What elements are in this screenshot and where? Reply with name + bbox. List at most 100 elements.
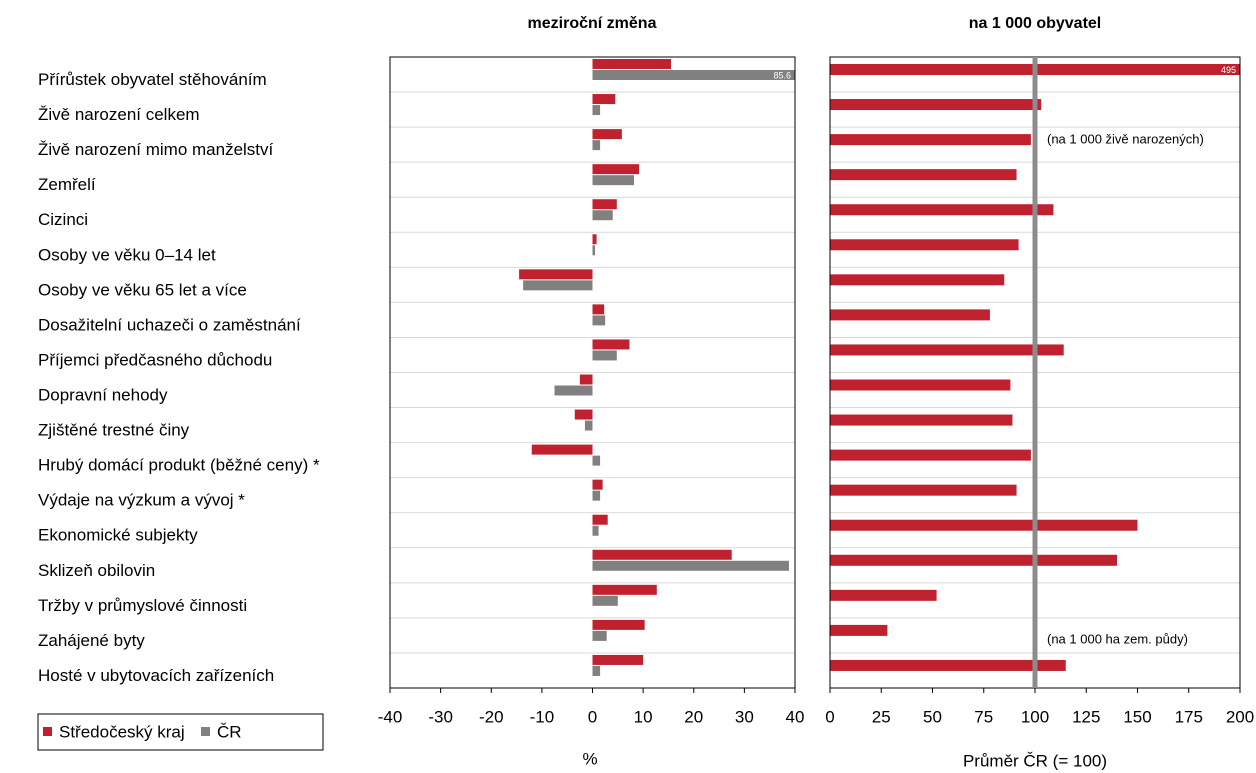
bar <box>592 175 635 186</box>
bar <box>830 99 1042 111</box>
legend-swatch <box>43 727 52 736</box>
bar <box>830 169 1017 181</box>
bar <box>574 409 593 420</box>
bar <box>592 94 616 105</box>
x-tick-label: 125 <box>1072 707 1100 726</box>
bar <box>579 374 593 385</box>
bar <box>830 519 1138 531</box>
chart-title: na 1 000 obyvatel <box>969 15 1102 32</box>
category-label: Hosté v ubytovacích zařízeních <box>38 666 274 685</box>
category-label: Dopravní nehody <box>38 386 168 405</box>
category-label: Sklizeň obilovin <box>38 561 155 580</box>
category-label: Živě narození mimo manželství <box>38 140 274 159</box>
bar <box>830 659 1066 671</box>
bar <box>592 105 601 116</box>
category-label: Dosažitelní uchazeči o zaměstnání <box>38 315 301 334</box>
x-tick-label: -40 <box>378 707 403 726</box>
x-tick-label: 25 <box>872 707 891 726</box>
category-label: Přírůstek obyvatel stěhováním <box>38 70 267 89</box>
category-label: Příjemci předčasného důchodu <box>38 350 272 369</box>
bar <box>830 344 1064 356</box>
bar <box>592 350 617 361</box>
bar <box>592 595 618 606</box>
annotation: (na 1 000 ha zem. půdy) <box>1047 631 1188 646</box>
bar <box>592 549 732 560</box>
x-tick-label: -10 <box>530 707 555 726</box>
bar <box>830 554 1117 566</box>
bar <box>592 199 617 210</box>
x-tick-label: 100 <box>1021 707 1049 726</box>
bar <box>592 59 671 69</box>
x-tick-label: 75 <box>974 707 993 726</box>
bar <box>592 129 622 140</box>
x-tick-label: 0 <box>588 707 597 726</box>
x-tick-label: 30 <box>735 707 754 726</box>
bar <box>592 619 645 630</box>
bar <box>830 624 888 636</box>
bar <box>830 484 1017 496</box>
category-label: Osoby ve věku 0–14 let <box>38 245 216 264</box>
bar <box>830 309 990 321</box>
x-axis-label: Průměr ČR (= 100) <box>963 751 1107 770</box>
bar <box>830 64 1240 75</box>
legend-box <box>37 713 324 751</box>
bar <box>519 269 593 280</box>
x-tick-label: 175 <box>1175 707 1203 726</box>
bar <box>592 70 795 80</box>
bar <box>592 455 601 466</box>
annotation: (na 1 000 živě narozených) <box>1047 131 1204 146</box>
bar <box>592 304 605 315</box>
x-tick-label: 150 <box>1123 707 1151 726</box>
bar <box>592 339 630 350</box>
x-tick-label: 200 <box>1226 707 1254 726</box>
bar <box>830 414 1013 426</box>
bar <box>592 665 601 676</box>
bar <box>830 589 937 601</box>
category-label: Hrubý domácí produkt (běžné ceny) * <box>38 456 320 475</box>
x-tick-label: 10 <box>634 707 653 726</box>
bar <box>554 385 593 396</box>
category-label: Zjištěné trestné činy <box>38 421 190 440</box>
category-label: Zahájené byty <box>38 631 145 650</box>
bar <box>592 234 597 245</box>
bar <box>830 239 1019 251</box>
category-label: Ekonomické subjekty <box>38 526 198 545</box>
bar <box>592 514 608 525</box>
bar <box>592 654 644 665</box>
bar <box>523 280 593 291</box>
bar <box>592 490 601 501</box>
bar <box>592 584 657 595</box>
bar <box>592 479 603 490</box>
bar <box>830 274 1005 286</box>
bar <box>830 204 1054 216</box>
legend-label: Středočeský kraj <box>59 722 185 741</box>
legend-label: ČR <box>217 722 242 741</box>
value-label: 85.6 <box>773 70 791 80</box>
x-axis-label: % <box>582 749 597 768</box>
category-label: Zemřelí <box>38 175 96 194</box>
x-tick-label: 0 <box>825 707 834 726</box>
category-label: Výdaje na výzkum a vývoj * <box>38 491 245 510</box>
bar <box>592 315 606 326</box>
bar <box>531 444 593 455</box>
x-tick-label: 40 <box>786 707 805 726</box>
x-tick-label: 20 <box>684 707 703 726</box>
bar <box>830 379 1011 391</box>
legend-swatch <box>201 727 210 736</box>
x-tick-label: -20 <box>479 707 504 726</box>
x-tick-label: 50 <box>923 707 942 726</box>
bar <box>592 245 596 256</box>
value-label: 495 <box>1221 65 1236 75</box>
bar <box>830 134 1031 146</box>
category-label: Živě narození celkem <box>38 105 200 124</box>
bar <box>592 560 789 571</box>
chart-title: meziroční změna <box>528 15 657 32</box>
bar <box>592 140 601 151</box>
bar <box>592 164 640 175</box>
bar <box>584 420 593 431</box>
category-label: Tržby v průmyslové činnosti <box>38 596 247 615</box>
category-label: Cizinci <box>38 210 88 229</box>
bar <box>592 210 613 221</box>
bar <box>592 525 599 536</box>
